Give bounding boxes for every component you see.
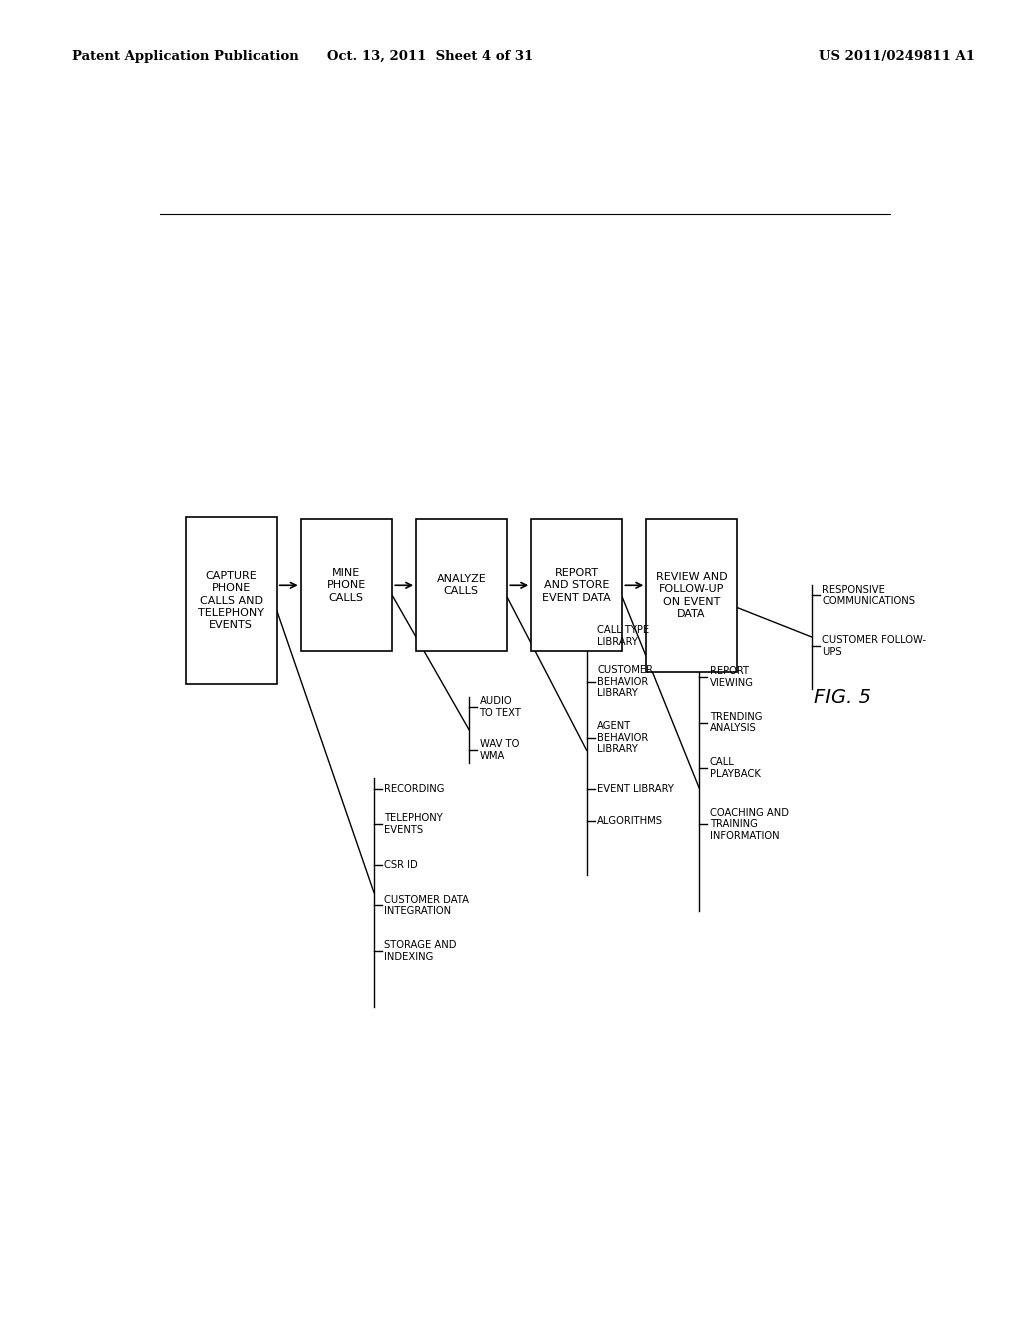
Text: REVIEW AND
FOLLOW-UP
ON EVENT
DATA: REVIEW AND FOLLOW-UP ON EVENT DATA xyxy=(655,572,727,619)
Text: FIG. 5: FIG. 5 xyxy=(814,688,871,706)
Text: Oct. 13, 2011  Sheet 4 of 31: Oct. 13, 2011 Sheet 4 of 31 xyxy=(327,50,534,63)
Text: RECORDING: RECORDING xyxy=(384,784,444,793)
Text: ANALYZE
CALLS: ANALYZE CALLS xyxy=(436,574,486,597)
Bar xyxy=(185,516,276,684)
Text: CALL
PLAYBACK: CALL PLAYBACK xyxy=(710,758,761,779)
Bar xyxy=(530,519,622,651)
Bar xyxy=(301,519,392,651)
Bar xyxy=(646,519,737,672)
Text: Patent Application Publication: Patent Application Publication xyxy=(72,50,298,63)
Text: CSR ID: CSR ID xyxy=(384,859,418,870)
Text: RESPONSIVE
COMMUNICATIONS: RESPONSIVE COMMUNICATIONS xyxy=(822,585,915,606)
Text: STORAGE AND
INDEXING: STORAGE AND INDEXING xyxy=(384,940,457,962)
Text: CALL TYPE
LIBRARY: CALL TYPE LIBRARY xyxy=(597,626,649,647)
Text: US 2011/0249811 A1: US 2011/0249811 A1 xyxy=(819,50,975,63)
Text: WAV TO
WMA: WAV TO WMA xyxy=(479,739,519,760)
Text: ALGORITHMS: ALGORITHMS xyxy=(597,816,663,826)
Text: CUSTOMER
BEHAVIOR
LIBRARY: CUSTOMER BEHAVIOR LIBRARY xyxy=(597,665,653,698)
Text: AGENT
BEHAVIOR
LIBRARY: AGENT BEHAVIOR LIBRARY xyxy=(597,721,648,754)
Text: EVENT LIBRARY: EVENT LIBRARY xyxy=(597,784,674,793)
Bar xyxy=(416,519,507,651)
Text: REPORT
VIEWING: REPORT VIEWING xyxy=(710,667,754,688)
Text: TELEPHONY
EVENTS: TELEPHONY EVENTS xyxy=(384,813,443,836)
Text: MINE
PHONE
CALLS: MINE PHONE CALLS xyxy=(327,568,366,603)
Text: COACHING AND
TRAINING
INFORMATION: COACHING AND TRAINING INFORMATION xyxy=(710,808,788,841)
Text: REPORT
AND STORE
EVENT DATA: REPORT AND STORE EVENT DATA xyxy=(542,568,610,603)
Text: AUDIO
TO TEXT: AUDIO TO TEXT xyxy=(479,697,521,718)
Text: CAPTURE
PHONE
CALLS AND
TELEPHONY
EVENTS: CAPTURE PHONE CALLS AND TELEPHONY EVENTS xyxy=(199,570,264,631)
Text: CUSTOMER DATA
INTEGRATION: CUSTOMER DATA INTEGRATION xyxy=(384,895,469,916)
Text: CUSTOMER FOLLOW-
UPS: CUSTOMER FOLLOW- UPS xyxy=(822,635,927,657)
Text: TRENDING
ANALYSIS: TRENDING ANALYSIS xyxy=(710,711,762,734)
